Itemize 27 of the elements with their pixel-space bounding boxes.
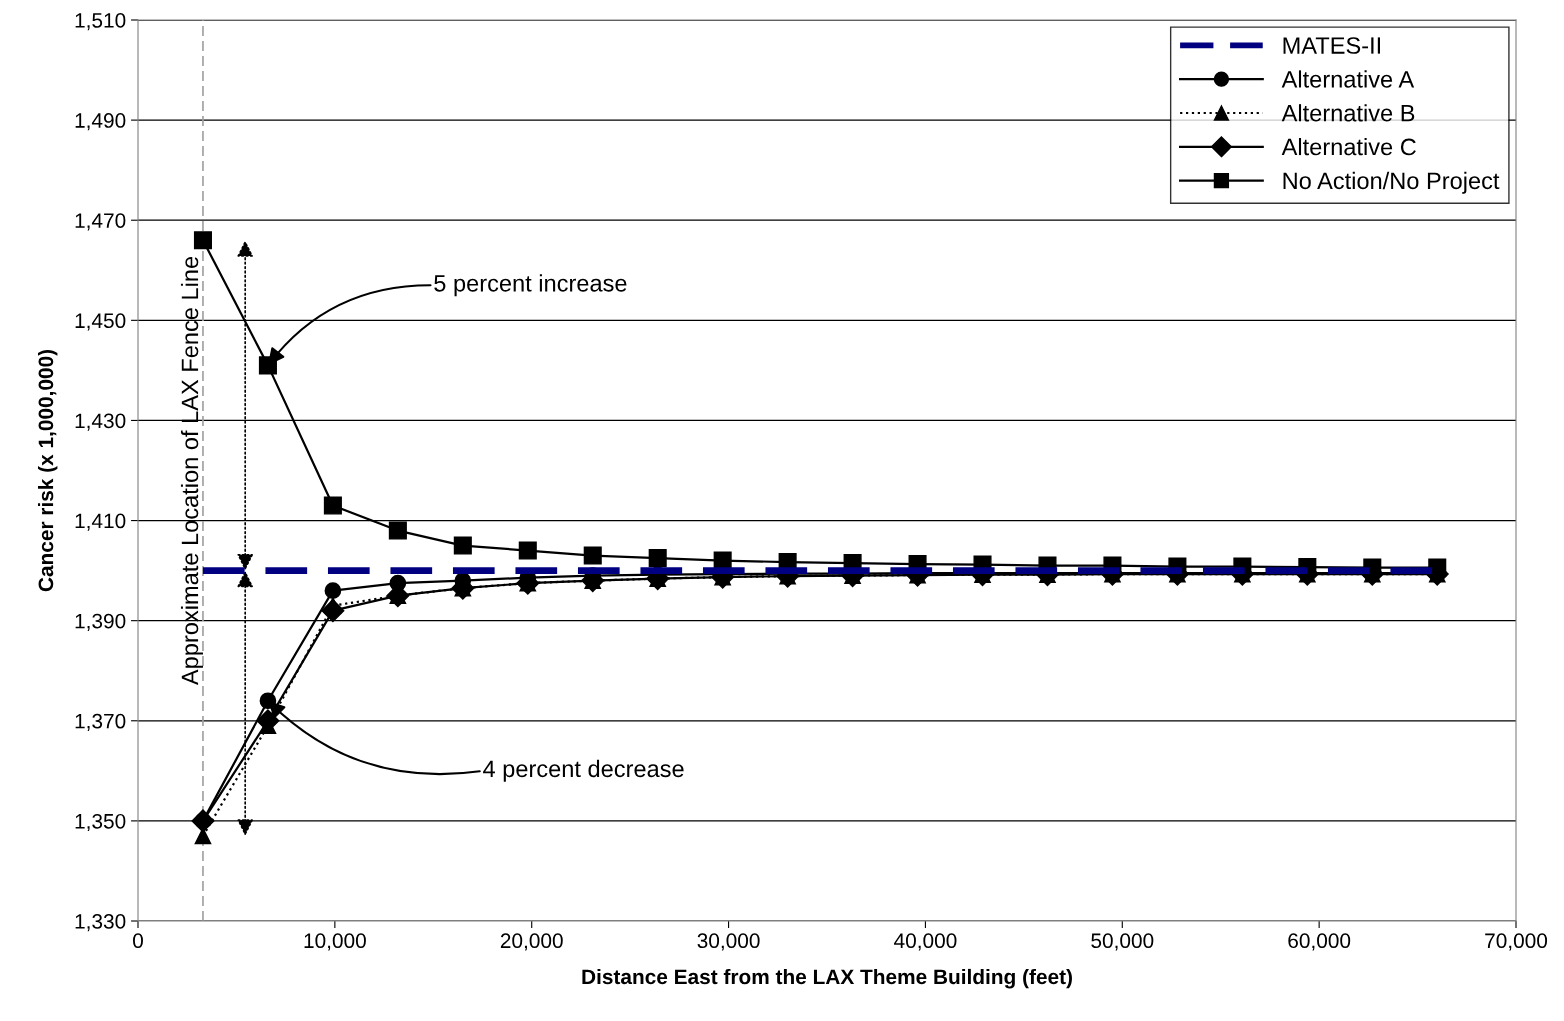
- x-tick-label: 0: [133, 933, 143, 949]
- y-tick-label: 1,510: [75, 13, 126, 31]
- y-tick-label: 1,390: [75, 613, 126, 631]
- y-axis-title: Cancer risk (x 1,000,000): [37, 349, 58, 592]
- y-tick-label: 1,330: [75, 914, 126, 932]
- y-tick-label: 1,430: [75, 413, 126, 431]
- x-tick-label: 40,000: [894, 933, 957, 951]
- y-tick-label: 1,350: [75, 813, 126, 832]
- annotation: 4 percent decrease: [483, 759, 684, 782]
- x-tick-label: 20,000: [500, 933, 563, 951]
- x-tick-label: 10,000: [304, 933, 366, 951]
- y-tick-label: 1,410: [75, 513, 126, 531]
- x-tick-label: 70,000: [1485, 933, 1548, 951]
- legend-label: Alternative A: [1281, 70, 1415, 88]
- y-tick-label: 1,470: [75, 213, 126, 231]
- y-tick-label: 1,490: [75, 113, 126, 131]
- legend-label: No Action/No Project: [1283, 171, 1500, 194]
- legend-label: Alternative C: [1281, 137, 1416, 156]
- y-tick-label: 1,450: [75, 313, 126, 331]
- x-tick-label: 60,000: [1288, 933, 1351, 951]
- x-tick-label: 30,000: [697, 933, 760, 951]
- y-tick-label: 1,370: [75, 713, 126, 731]
- annotation: 5 percent increase: [434, 274, 627, 297]
- x-axis-title: Distance East from the LAX Theme Building (feet): [582, 968, 1072, 989]
- x-tick-label: 50,000: [1091, 933, 1154, 951]
- legend-label: MATES-II: [1283, 37, 1381, 54]
- legend-label: Alternative B: [1281, 104, 1415, 122]
